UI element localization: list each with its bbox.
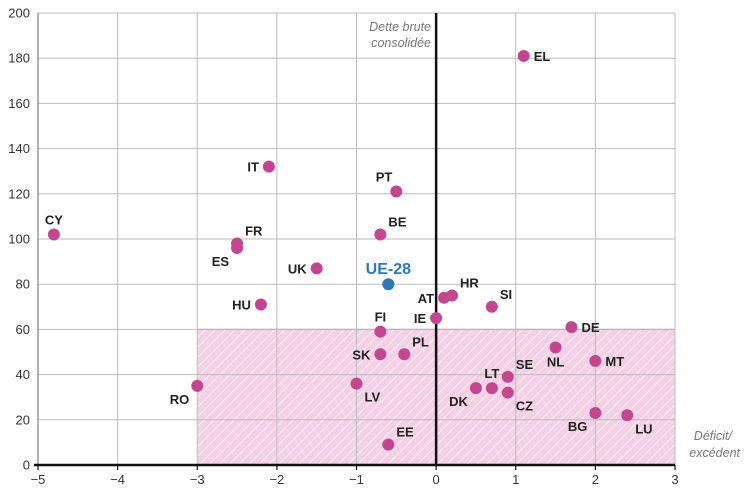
point-si — [485, 300, 498, 313]
label-fr: FR — [245, 224, 263, 239]
label-cz: CZ — [516, 399, 533, 414]
y-tick-label: 180 — [8, 51, 30, 66]
label-uk: UK — [288, 261, 307, 276]
label-lt: LT — [484, 366, 499, 381]
label-at: AT — [418, 291, 434, 306]
point-sk — [374, 348, 387, 361]
label-pl: PL — [412, 334, 429, 349]
y-tick-label: 0 — [23, 458, 30, 473]
point-es — [231, 242, 244, 255]
x-axis-title-line-1: Déficit/ — [694, 429, 734, 443]
point-pt — [390, 185, 403, 198]
point-se — [501, 370, 514, 383]
data-points — [47, 49, 634, 451]
point-uk — [310, 262, 323, 275]
x-axis-title-line-2: excédent — [689, 446, 740, 460]
point-mt — [589, 355, 602, 368]
point-lu — [621, 409, 634, 422]
y-tick-label: 160 — [8, 96, 30, 111]
y-tick-label: 200 — [8, 6, 30, 21]
point-be — [374, 228, 387, 241]
label-nl: NL — [547, 354, 564, 369]
label-pt: PT — [376, 170, 393, 185]
point-el — [517, 49, 530, 62]
label-el: EL — [534, 49, 551, 64]
axes — [34, 13, 676, 470]
label-it: IT — [247, 160, 259, 175]
point-ro — [191, 379, 204, 392]
x-tick-label: 0 — [433, 472, 440, 487]
x-tick-label: −4 — [110, 472, 125, 487]
label-lv: LV — [365, 390, 381, 405]
label-lu: LU — [635, 421, 652, 436]
label-be: BE — [388, 214, 406, 229]
point-hr — [446, 289, 459, 302]
point-fi — [374, 325, 387, 338]
x-tick-label: 1 — [512, 472, 519, 487]
y-tick-label: 120 — [8, 186, 30, 201]
y-tick-label: 20 — [16, 412, 30, 427]
label-es: ES — [212, 254, 230, 269]
y-tick-label: 140 — [8, 141, 30, 156]
label-dk: DK — [449, 394, 468, 409]
label-ro: RO — [170, 392, 190, 407]
point-ie — [430, 312, 443, 325]
y-tick-label: 40 — [16, 367, 30, 382]
point-lv — [350, 377, 363, 390]
y-tick-labels: 0 20 40 60 80 100 120 140 160 180 200 — [8, 6, 30, 473]
x-tick-label: −3 — [190, 472, 205, 487]
point-cy — [47, 228, 60, 241]
label-mt: MT — [605, 354, 624, 369]
x-tick-label: −2 — [269, 472, 284, 487]
x-tick-label: 3 — [671, 472, 678, 487]
label-hr: HR — [460, 276, 479, 291]
point-it — [262, 160, 275, 173]
y-tick-label: 60 — [16, 322, 30, 337]
label-cy: CY — [45, 212, 63, 227]
y-axis-title: Dette brute consolidée — [369, 20, 431, 50]
y-tick-label: 100 — [8, 232, 30, 247]
point-cz — [501, 386, 514, 399]
label-se: SE — [516, 357, 534, 372]
label-ue-28: UE-28 — [366, 261, 411, 278]
label-ie: IE — [414, 311, 427, 326]
x-axis-title: Déficit/ excédent — [689, 429, 740, 460]
label-bg: BG — [568, 419, 588, 434]
label-hu: HU — [232, 298, 251, 313]
point-dk — [469, 382, 482, 395]
label-ee: EE — [396, 425, 414, 440]
x-tick-label: −1 — [349, 472, 364, 487]
x-tick-label: −5 — [31, 472, 46, 487]
point-de — [565, 321, 578, 334]
label-sk: SK — [352, 347, 371, 362]
point-lt — [485, 382, 498, 395]
point-pl — [398, 348, 411, 361]
point-hu — [254, 298, 267, 311]
label-de: DE — [581, 320, 599, 335]
y-axis-title-line-2: consolidée — [371, 36, 431, 50]
x-tick-label: 2 — [592, 472, 599, 487]
point-ue-28 — [382, 278, 395, 291]
point-nl — [549, 341, 562, 354]
y-tick-label: 80 — [16, 277, 30, 292]
y-axis-title-line-1: Dette brute — [369, 20, 431, 34]
label-fi: FI — [375, 310, 387, 325]
label-si: SI — [500, 287, 512, 302]
point-ee — [382, 438, 395, 451]
point-bg — [589, 407, 602, 420]
point-labels: EL IT PT CY BE FR ES UK UE-28 AT HR HU SI IE DE FI NL PL S… — [45, 49, 653, 440]
x-tick-labels: −5 −4 −3 −2 −1 0 1 2 3 — [31, 472, 679, 487]
